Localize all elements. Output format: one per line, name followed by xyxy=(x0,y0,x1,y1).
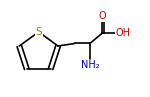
Text: O: O xyxy=(98,11,106,21)
Text: S: S xyxy=(35,27,42,37)
Text: OH: OH xyxy=(116,28,130,38)
Text: NH₂: NH₂ xyxy=(81,60,99,70)
